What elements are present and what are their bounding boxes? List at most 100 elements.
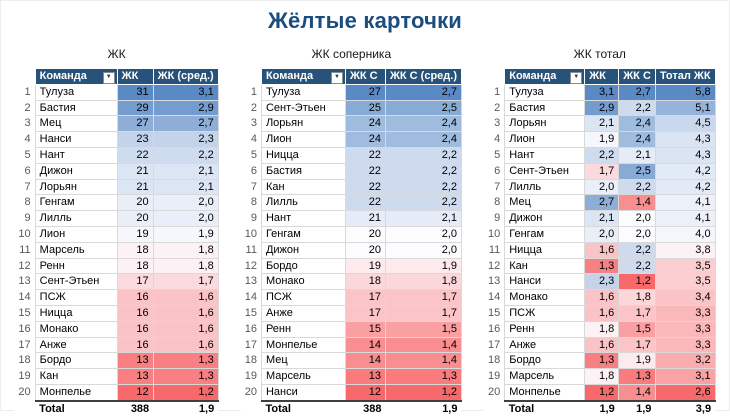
value-cell: 22 <box>344 178 386 196</box>
column-header: ЖК <box>116 68 154 85</box>
rank-cell: 14 <box>487 291 501 304</box>
team-cell: Нанси <box>504 273 586 291</box>
value-cell: 4,1 <box>654 210 716 227</box>
table-row: 2 Бастия 2,9 2,2 5,1 <box>484 99 716 117</box>
team-cell: Бордо <box>34 352 118 370</box>
rank-cell: 16 <box>487 322 501 335</box>
table-row: 15 ПСЖ 1,6 1,7 3,3 <box>484 304 716 322</box>
table-row: 3 Лорьян 24 2,4 <box>241 115 462 133</box>
total-row: Total 388 1,9 <box>240 399 462 417</box>
table-row: 13 Нанси 2,3 1,2 3,5 <box>484 273 716 291</box>
value-cell: 17 <box>116 273 154 291</box>
rank-cell: 4 <box>494 133 501 146</box>
table-row: 5 Нант 22 2,2 <box>14 146 219 164</box>
value-cell: 2,2 <box>384 146 462 164</box>
team-cell: ПСЖ <box>260 289 346 306</box>
value-cell: 2,4 <box>618 131 656 148</box>
column-header-label: Тотал ЖК <box>659 70 711 82</box>
table-row: 19 Кан 13 1,3 <box>14 368 219 385</box>
rank-cell: 3 <box>24 117 31 130</box>
rank-cell: 15 <box>244 306 257 319</box>
column-header-label: ЖК <box>589 70 606 82</box>
table-row: 9 Дижон 2,1 2,0 4,1 <box>484 210 716 227</box>
column-header-label: ЖК (сред.) <box>157 70 214 82</box>
value-cell: 1,3 <box>384 368 462 385</box>
team-cell: Мец <box>260 352 346 370</box>
table-row: 6 Сент-Этьен 1,7 2,5 4,2 <box>484 162 716 180</box>
rank-cell: 20 <box>18 386 31 399</box>
value-cell: 14 <box>344 352 386 370</box>
team-cell: Тулуза <box>34 83 118 101</box>
rank-cell: 6 <box>250 164 257 177</box>
value-cell: 1,6 <box>584 241 620 259</box>
value-cell: 12 <box>116 383 154 402</box>
value-cell: 1,8 <box>384 273 462 291</box>
rank-cell: 5 <box>24 148 31 161</box>
filter-dropdown-icon[interactable]: ▼ <box>330 71 343 84</box>
rank-cell: 1 <box>494 85 501 98</box>
value-cell: 1,8 <box>152 257 219 275</box>
value-cell: 2,9 <box>584 99 620 117</box>
value-cell: 2,7 <box>152 115 219 133</box>
value-cell: 2,2 <box>384 162 462 180</box>
team-cell: Анже <box>504 336 586 354</box>
team-cell: Бастия <box>260 162 346 180</box>
rank-cell: 19 <box>244 370 257 383</box>
value-cell: 2,2 <box>618 257 656 275</box>
team-cell: Монако <box>260 273 346 291</box>
table-row: 6 Дижон 21 2,1 <box>14 162 219 180</box>
team-cell: Монако <box>34 320 118 338</box>
filter-dropdown-icon[interactable]: ▼ <box>570 71 583 84</box>
team-cell: Нант <box>34 146 118 164</box>
value-cell: 29 <box>116 99 154 117</box>
column-header: ЖК (сред.) <box>152 68 219 85</box>
team-cell: Кан <box>260 178 346 196</box>
total-row: Total 1,9 1,9 3,9 <box>483 399 716 417</box>
team-cell: Лион <box>34 225 118 243</box>
rank-cell: 9 <box>24 212 31 225</box>
value-cell: 21 <box>116 178 154 196</box>
value-cell: 20 <box>116 194 154 212</box>
rank-cell: 6 <box>24 164 31 177</box>
value-cell: 1,6 <box>152 289 219 306</box>
value-cell: 20 <box>116 210 154 227</box>
value-cell: 1,7 <box>618 304 656 322</box>
table-row: 12 Кан 1,3 2,2 3,5 <box>484 257 716 275</box>
value-cell: 1,3 <box>152 368 219 385</box>
value-cell: 19 <box>116 225 154 243</box>
value-cell: 3,5 <box>654 273 716 291</box>
rank-cell: 15 <box>18 306 31 319</box>
table-row: 2 Бастия 29 2,9 <box>14 99 219 117</box>
total-value-cell: 1,9 <box>618 399 656 417</box>
value-cell: 1,7 <box>384 289 462 306</box>
rank-cell: 20 <box>487 386 501 399</box>
table-row: 8 Генгам 20 2,0 <box>14 194 219 212</box>
rank-cell: 1 <box>250 85 257 98</box>
value-cell: 3,2 <box>654 352 716 370</box>
team-cell: Монпелье <box>260 336 346 354</box>
value-cell: 2,0 <box>618 210 656 227</box>
filter-dropdown-icon[interactable]: ▼ <box>102 71 115 84</box>
table-row: 4 Лион 24 2,4 <box>241 131 462 148</box>
rank-cell: 1 <box>24 85 31 98</box>
value-cell: 4,2 <box>654 162 716 180</box>
value-cell: 3,1 <box>654 368 716 385</box>
tables-row: ЖК Команда ▼ ЖК ЖК (сред.) 1 Тулуза 31 3,1 2 Баст… <box>1 47 729 417</box>
rank-cell: 4 <box>24 133 31 146</box>
team-cell: Монако <box>504 289 586 306</box>
team-cell: Бастия <box>34 99 118 117</box>
table-row: 1 Тулуза 31 3,1 <box>14 83 219 101</box>
total-row: Total 388 1,9 <box>14 399 219 417</box>
value-cell: 5,8 <box>654 83 716 101</box>
table-row: 5 Ницца 22 2,2 <box>241 146 462 164</box>
total-value-cell: 388 <box>345 399 386 417</box>
team-cell: Анже <box>34 336 118 354</box>
total-value-cell: 1,9 <box>385 399 462 417</box>
value-cell: 1,4 <box>618 194 656 212</box>
team-cell: Ницца <box>34 304 118 322</box>
value-cell: 18 <box>116 257 154 275</box>
column-header-label: Команда <box>39 70 87 82</box>
table-row: 7 Кан 22 2,2 <box>241 178 462 196</box>
value-cell: 3,3 <box>654 336 716 354</box>
rank-cell: 17 <box>18 338 31 351</box>
